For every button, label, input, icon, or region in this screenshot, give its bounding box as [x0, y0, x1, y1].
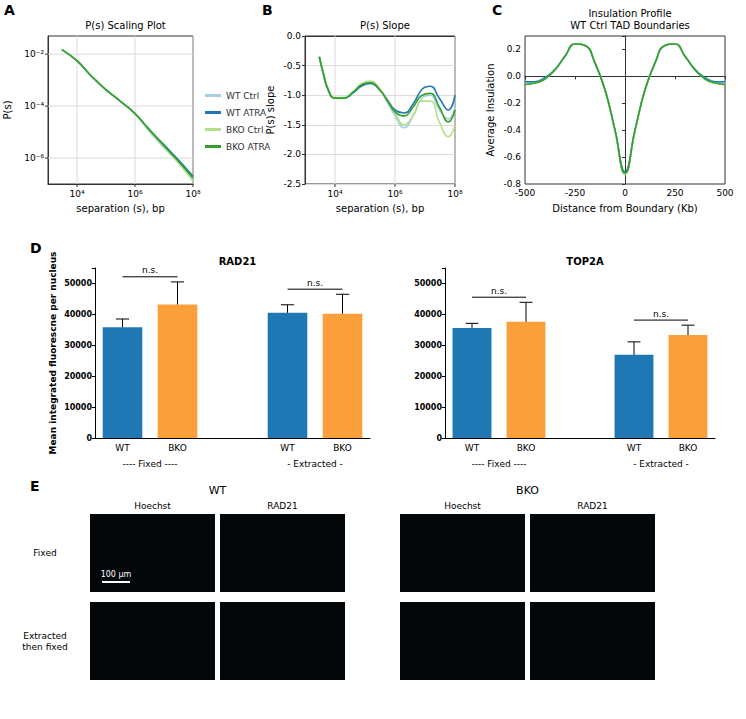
- svg-text:Extracted: Extracted: [23, 631, 66, 641]
- svg-text:RAD21: RAD21: [267, 501, 297, 511]
- svg-text:- Extracted -: - Extracted -: [287, 459, 343, 469]
- svg-text:-0.2: -0.2: [503, 98, 521, 108]
- svg-text:0: 0: [436, 434, 442, 443]
- svg-text:BKO: BKO: [517, 443, 536, 453]
- svg-text:10⁴: 10⁴: [69, 189, 84, 199]
- svg-text:WT: WT: [627, 443, 642, 453]
- svg-text:10⁻²: 10⁻²: [24, 49, 44, 59]
- svg-text:10⁶: 10⁶: [127, 189, 142, 199]
- svg-text:-500: -500: [515, 188, 536, 198]
- svg-text:---- Fixed ----: ---- Fixed ----: [471, 459, 526, 469]
- svg-text:0: 0: [86, 434, 92, 443]
- svg-text:Mean integrated fluorescne per: Mean integrated fluorescne per nucleus: [48, 252, 58, 455]
- svg-text:C: C: [492, 2, 502, 18]
- svg-text:WT: WT: [209, 484, 227, 497]
- svg-text:Average Insulation: Average Insulation: [485, 63, 496, 156]
- svg-text:BKO: BKO: [516, 484, 539, 497]
- svg-text:separation (s), bp: separation (s), bp: [336, 203, 424, 214]
- svg-text:0: 0: [622, 188, 628, 198]
- svg-text:10⁶: 10⁶: [387, 189, 402, 199]
- svg-text:100 µm: 100 µm: [101, 570, 132, 579]
- svg-text:---- Fixed ----: ---- Fixed ----: [122, 459, 177, 469]
- svg-text:A: A: [4, 2, 15, 18]
- svg-text:10⁻⁶: 10⁻⁶: [24, 153, 44, 163]
- svg-text:P(s) Scaling Plot: P(s) Scaling Plot: [85, 20, 166, 31]
- svg-text:WT ATRA: WT ATRA: [226, 108, 267, 118]
- svg-text:Hoechst: Hoechst: [134, 501, 171, 511]
- svg-text:then fixed: then fixed: [22, 642, 67, 652]
- svg-text:Hoechst: Hoechst: [444, 501, 481, 511]
- svg-text:-2.0: -2.0: [283, 149, 301, 159]
- svg-text:B: B: [262, 2, 273, 18]
- svg-text:50000: 50000: [64, 279, 92, 288]
- svg-text:10⁻⁴: 10⁻⁴: [24, 101, 44, 111]
- svg-text:-0.5: -0.5: [283, 61, 301, 71]
- svg-text:Insulation Profile: Insulation Profile: [588, 8, 671, 19]
- svg-text:250: 250: [666, 188, 683, 198]
- svg-text:-250: -250: [565, 188, 586, 198]
- svg-text:n.s.: n.s.: [307, 278, 323, 288]
- svg-text:WT Ctrl TAD Boundaries: WT Ctrl TAD Boundaries: [570, 20, 690, 31]
- svg-text:Distance from Boundary (Kb): Distance from Boundary (Kb): [552, 203, 697, 214]
- svg-text:10000: 10000: [64, 403, 92, 412]
- svg-text:P(s): P(s): [2, 100, 13, 119]
- svg-text:E: E: [30, 478, 40, 494]
- svg-text:BKO Ctrl: BKO Ctrl: [226, 125, 264, 135]
- svg-text:30000: 30000: [64, 341, 92, 350]
- svg-text:TOP2A: TOP2A: [566, 256, 604, 267]
- svg-text:BKO: BKO: [333, 443, 352, 453]
- svg-text:10⁸: 10⁸: [447, 189, 462, 199]
- svg-text:- Extracted -: - Extracted -: [633, 459, 689, 469]
- svg-text:WT: WT: [465, 443, 480, 453]
- svg-text:10000: 10000: [414, 403, 442, 412]
- svg-text:30000: 30000: [414, 341, 442, 350]
- svg-text:0.2: 0.2: [507, 44, 521, 54]
- svg-text:500: 500: [716, 188, 733, 198]
- svg-text:WT: WT: [115, 443, 130, 453]
- svg-text:-1.0: -1.0: [283, 90, 301, 100]
- svg-text:-1.5: -1.5: [283, 120, 301, 130]
- svg-text:-0.6: -0.6: [503, 152, 521, 162]
- svg-text:RAD21: RAD21: [219, 256, 257, 267]
- svg-text:20000: 20000: [64, 372, 92, 381]
- svg-text:BKO: BKO: [679, 443, 698, 453]
- svg-text:20000: 20000: [414, 372, 442, 381]
- svg-text:n.s.: n.s.: [142, 265, 158, 275]
- svg-text:10⁴: 10⁴: [327, 189, 342, 199]
- svg-text:separation (s), bp: separation (s), bp: [76, 203, 164, 214]
- svg-text:BKO: BKO: [168, 443, 187, 453]
- svg-text:Fixed: Fixed: [33, 548, 56, 558]
- svg-text:0.0: 0.0: [287, 31, 302, 41]
- svg-text:50000: 50000: [414, 279, 442, 288]
- svg-text:BKO ATRA: BKO ATRA: [226, 142, 271, 152]
- svg-text:WT Ctrl: WT Ctrl: [226, 91, 259, 101]
- svg-text:-0.4: -0.4: [503, 125, 521, 135]
- svg-text:40000: 40000: [414, 310, 442, 319]
- svg-text:RAD21: RAD21: [577, 501, 607, 511]
- svg-text:0.0: 0.0: [507, 71, 522, 81]
- svg-text:P(s) slope: P(s) slope: [264, 85, 276, 135]
- svg-text:WT: WT: [280, 443, 295, 453]
- svg-text:n.s.: n.s.: [653, 309, 669, 319]
- svg-text:n.s.: n.s.: [491, 286, 507, 296]
- svg-text:-2.5: -2.5: [283, 179, 301, 189]
- svg-text:P(s) Slope: P(s) Slope: [360, 20, 410, 31]
- svg-text:-0.8: -0.8: [503, 179, 521, 189]
- svg-text:10⁸: 10⁸: [185, 189, 200, 199]
- svg-text:40000: 40000: [64, 310, 92, 319]
- svg-text:D: D: [30, 240, 42, 256]
